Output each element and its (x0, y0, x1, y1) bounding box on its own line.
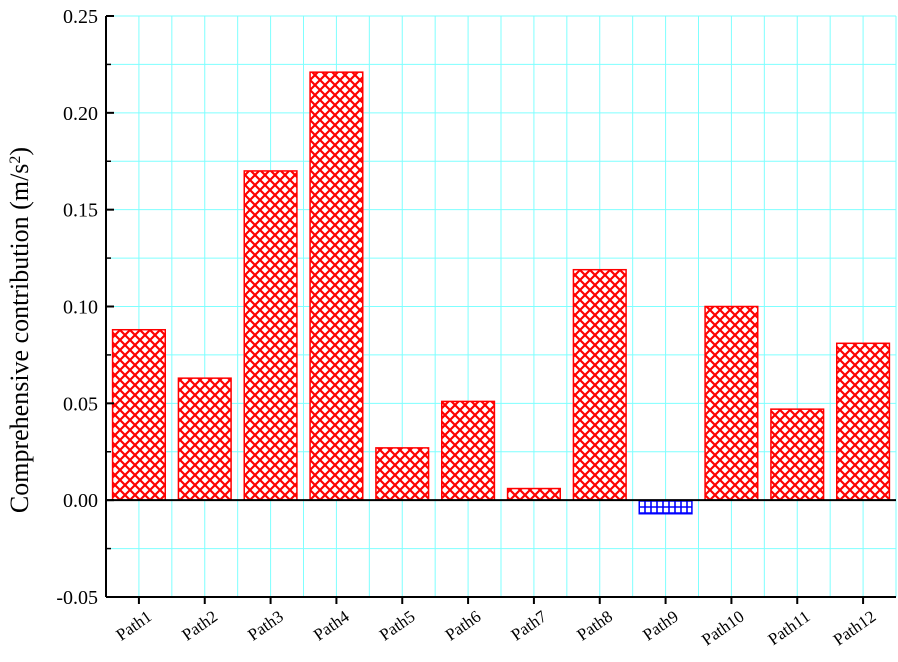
bar-path3 (243, 170, 298, 501)
bar-path7 (506, 487, 562, 501)
x-tick-label: Path2 (178, 607, 221, 645)
x-tick-label: Path7 (508, 606, 551, 644)
bar-path6 (441, 400, 496, 501)
bar-path5 (375, 447, 430, 501)
bar-path2 (177, 377, 232, 501)
x-tick-label: Path1 (113, 607, 156, 645)
x-tick-label: Path3 (244, 607, 287, 645)
y-tick-label: 0.00 (63, 490, 98, 512)
x-tick-label: Path4 (310, 606, 353, 644)
y-axis-title: Comprehensive contribution (m/s2) (5, 147, 34, 513)
x-tick-label: Path12 (830, 607, 880, 650)
y-axis-title-main: Comprehensive contribution (m/s (5, 164, 34, 514)
y-tick-label: -0.05 (56, 587, 98, 609)
x-tick-label: Path6 (442, 607, 485, 645)
y-axis-title-superscript: 2 (7, 156, 24, 164)
x-tick-label: Path10 (698, 607, 748, 650)
y-tick-label: 0.20 (63, 103, 98, 125)
bars (111, 71, 891, 515)
bar-path8 (572, 268, 627, 501)
x-tick-label: Path9 (639, 607, 682, 645)
x-tick-label: Path8 (573, 607, 616, 645)
y-axis-title-close: ) (5, 147, 34, 156)
bar-path12 (836, 342, 891, 501)
y-tick-label: 0.25 (63, 6, 98, 28)
y-tick-label: 0.05 (63, 393, 98, 415)
x-tick-label: Path5 (376, 607, 419, 645)
bar-path1 (111, 328, 167, 501)
bar-path10 (704, 305, 759, 501)
bar-path4 (309, 71, 364, 501)
bar-path11 (770, 408, 825, 501)
y-tick-label: 0.15 (63, 200, 98, 222)
y-tick-label: 0.10 (63, 297, 98, 319)
bar-path9 (638, 499, 693, 515)
grid (105, 15, 897, 598)
x-tick-label: Path11 (764, 607, 813, 649)
